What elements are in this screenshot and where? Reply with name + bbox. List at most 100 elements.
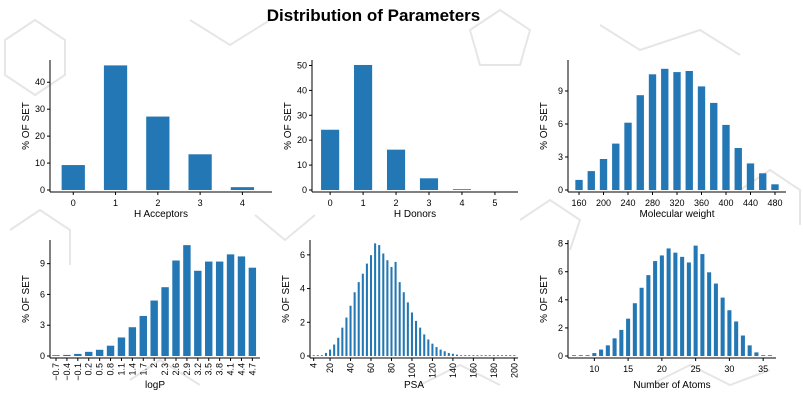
- chart-logp-y-tick-label: 9: [40, 259, 45, 269]
- chart-number-of-atoms-bar: [713, 283, 718, 356]
- chart-logp-bar: [237, 256, 246, 356]
- chart-number-of-atoms-bar: [632, 303, 637, 356]
- chart-logp-x-tick-label: 4.7: [247, 363, 257, 376]
- chart-psa-x-tick-label: 160: [468, 363, 478, 378]
- chart-psa-bar: [378, 245, 381, 356]
- chart-molecular-weight-y-label: % OF SET: [539, 102, 550, 150]
- chart-molecular-weight-x-label: Molecular weight: [639, 209, 714, 220]
- chart-molecular-weight-x-tick-label: 360: [694, 198, 709, 208]
- chart-h-acceptors-bar: [188, 154, 212, 190]
- chart-number-of-atoms-bar: [767, 355, 772, 356]
- chart-h-acceptors-x-tick-label: 2: [155, 198, 160, 208]
- chart-h-acceptors-x-label: H Acceptors: [134, 209, 188, 220]
- chart-h-donors-bar: [386, 149, 406, 190]
- chart-molecular-weight-bar: [575, 179, 583, 190]
- chart-psa-bar: [312, 355, 315, 356]
- chart-number-of-atoms-bar: [572, 355, 577, 356]
- chart-psa-bar: [509, 355, 512, 356]
- chart-logp-y-tick-label: 0: [40, 351, 45, 361]
- chart-psa-svg: 0 2 4 6 4 20 40 60 80 100 120 140 160 180 200 PSA % OF S…: [281, 240, 519, 391]
- chart-psa-bar: [501, 355, 504, 356]
- chart-psa-bar: [447, 352, 450, 356]
- chart-logp-bar: [172, 260, 180, 356]
- chart-psa-x-tick-label: 40: [346, 363, 356, 373]
- chart-logp-y-tick-label: 6: [40, 289, 45, 299]
- chart-number-of-atoms-bar: [680, 256, 685, 356]
- chart-molecular-weight-bar: [661, 68, 669, 190]
- chart-h-acceptors-y-tick-label: 20: [35, 131, 45, 141]
- chart-psa-bar: [402, 292, 405, 356]
- chart-psa-x-tick-label: 100: [407, 363, 417, 378]
- chart-logp-y-label: % OF SET: [21, 275, 32, 323]
- chart-molecular-weight-x-tick-label: 160: [572, 198, 587, 208]
- chart-logp-bar: [183, 245, 191, 356]
- chart-molecular-weight-x-tick-label: 400: [718, 198, 733, 208]
- chart-h-acceptors-x-tick-label: 3: [198, 198, 203, 208]
- chart-psa-bar: [361, 273, 364, 356]
- chart-psa-bar: [398, 282, 401, 356]
- chart-psa-bar: [337, 337, 340, 356]
- chart-h-acceptors-y-tick-label: 30: [35, 104, 45, 114]
- chart-psa-bar: [353, 292, 356, 356]
- chart-logp-bar: [215, 261, 224, 356]
- chart-molecular-weight-bar: [587, 171, 595, 190]
- chart-logp-bar: [74, 353, 82, 356]
- chart-h-donors-y-tick-label: 30: [297, 110, 307, 120]
- chart-psa-bar: [365, 263, 368, 356]
- chart-logp-x-tick-label: −0.1: [73, 363, 83, 381]
- chart-psa-bar: [345, 317, 348, 356]
- chart-number-of-atoms-bar: [599, 349, 604, 356]
- chart-psa-bar: [374, 243, 377, 356]
- chart-h-acceptors-y-label: % OF SET: [21, 102, 32, 150]
- chart-molecular-weight-y-tick-label: 0: [558, 185, 563, 195]
- chart-number-of-atoms-bar: [605, 345, 610, 356]
- chart-psa-bar: [320, 355, 323, 356]
- chart-number-of-atoms-bar: [761, 355, 766, 356]
- chart-number-of-atoms-bar: [646, 275, 651, 356]
- chart-psa-bar: [329, 349, 332, 356]
- chart-psa-bar: [390, 266, 393, 356]
- chart-logp-x-tick-label: 2.6: [171, 363, 181, 376]
- chart-h-acceptors-y-tick-label: 0: [40, 185, 45, 195]
- chart-h-acceptors-bar: [230, 187, 255, 190]
- chart-psa-bar: [386, 260, 389, 356]
- chart-number-of-atoms-x-tick-label: 25: [691, 364, 701, 374]
- chart-psa-bar: [333, 344, 336, 356]
- chart-psa-bar: [492, 355, 495, 356]
- chart-logp-x-tick-label: 1.7: [138, 363, 148, 376]
- chart-psa-bar: [369, 255, 373, 356]
- chart-psa-x-tick-label: 4: [309, 363, 319, 368]
- chart-psa-bar: [496, 355, 499, 356]
- chart-logp-x-tick-label: 1.4: [127, 363, 137, 376]
- chart-psa-bar: [505, 355, 508, 356]
- chart-h-donors: 0 10 20 30 40 50 0 1 2 3 4 5 H Donors % OF SET: [282, 55, 532, 230]
- chart-molecular-weight-bar: [746, 163, 755, 190]
- chart-molecular-weight: 0 3 6 9 160 200 240 280 320 360 400 440 480 Molecular…: [539, 55, 790, 230]
- chart-psa-bar: [316, 355, 319, 356]
- chart-psa-bar: [382, 253, 385, 356]
- chart-molecular-weight-y-tick-label: 9: [558, 86, 563, 96]
- chart-number-of-atoms-bar: [585, 355, 590, 356]
- chart-number-of-atoms-bar: [700, 254, 705, 356]
- chart-psa-bar: [476, 355, 479, 356]
- chart-molecular-weight-y-tick-label: 3: [558, 152, 563, 162]
- chart-molecular-weight-bar: [771, 184, 779, 190]
- chart-psa-x-tick-label: 80: [386, 363, 396, 373]
- chart-psa-bar: [484, 355, 487, 356]
- chart-molecular-weight-bar: [612, 143, 620, 190]
- chart-molecular-weight-x-tick-label: 240: [620, 198, 635, 208]
- chart-number-of-atoms-x-label: Number of Atoms: [633, 380, 710, 391]
- chart-number-of-atoms-svg: 0 2 4 6 8 10 15 20 25 30 35 Number of Atoms % OF SET: [539, 239, 776, 391]
- chart-psa-bar: [464, 355, 467, 356]
- chart-h-donors-y-label: % OF SET: [283, 102, 294, 150]
- chart-molecular-weight-x-tick-label: 440: [743, 198, 758, 208]
- chart-h-acceptors-bar: [146, 116, 170, 190]
- chart-psa-bar: [443, 351, 446, 356]
- chart-molecular-weight-bar: [685, 71, 693, 190]
- chart-logp-x-tick-label: 2: [149, 363, 159, 368]
- chart-molecular-weight-y-tick-label: 6: [558, 119, 563, 129]
- chart-number-of-atoms-x-tick-label: 30: [724, 364, 734, 374]
- chart-psa-x-tick-label: 200: [509, 363, 519, 378]
- chart-psa-bar: [439, 349, 442, 356]
